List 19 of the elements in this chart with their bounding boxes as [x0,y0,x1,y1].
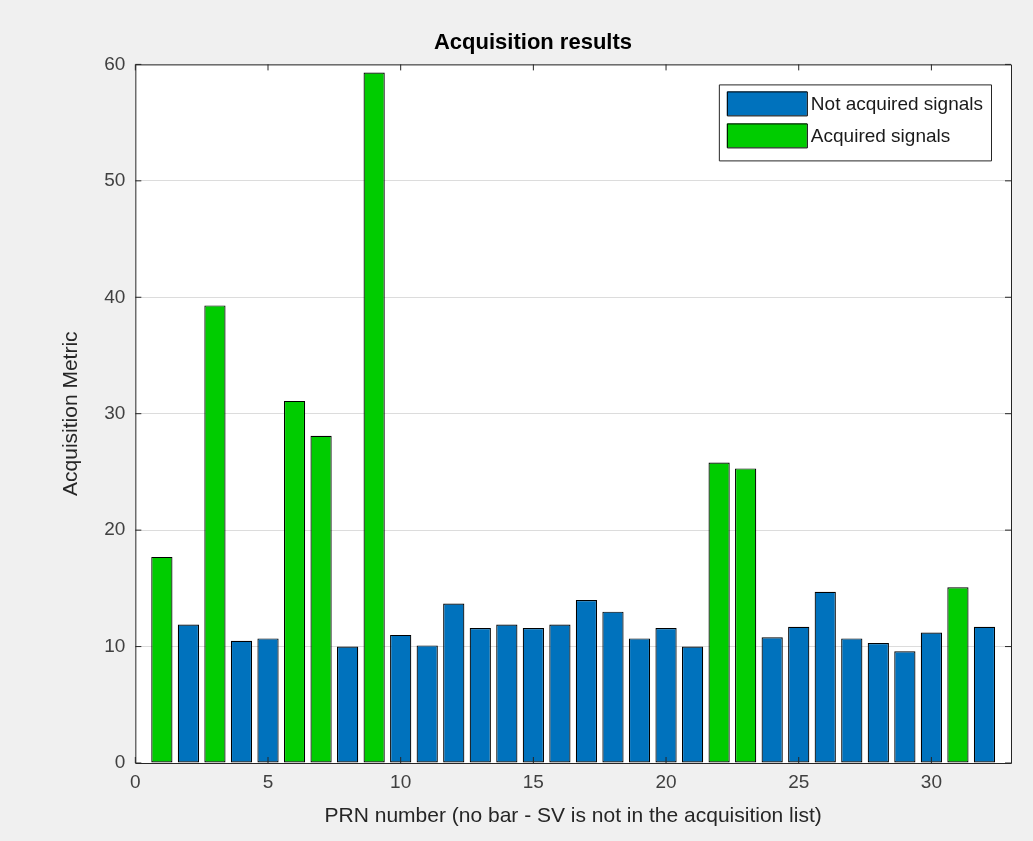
legend-label: Not acquired signals [810,92,984,114]
y-tick-label: 30 [104,401,126,423]
y-tick-label: 40 [104,285,126,307]
x-tick-label: 15 [522,770,544,792]
x-tick-label: 5 [262,770,274,792]
x-tick-label: 20 [655,770,677,792]
y-tick-label: 60 [104,52,126,74]
y-axis-title: Acquisition Metric [58,331,82,496]
y-tick-label: 10 [104,634,126,656]
x-tick-label: 30 [920,770,942,792]
y-tick-label: 50 [104,169,126,191]
legend-label: Acquired signals [810,124,951,146]
x-tick-label: 0 [130,770,141,792]
y-tick-label: 20 [104,518,126,540]
x-tick-label: 10 [390,770,412,792]
y-tick-label: 0 [114,751,126,773]
chart-title: Acquisition results [433,29,633,55]
x-tick-label: 25 [788,770,810,792]
x-axis-title: PRN number (no bar - SV is not in the acquisition list) [324,803,822,827]
